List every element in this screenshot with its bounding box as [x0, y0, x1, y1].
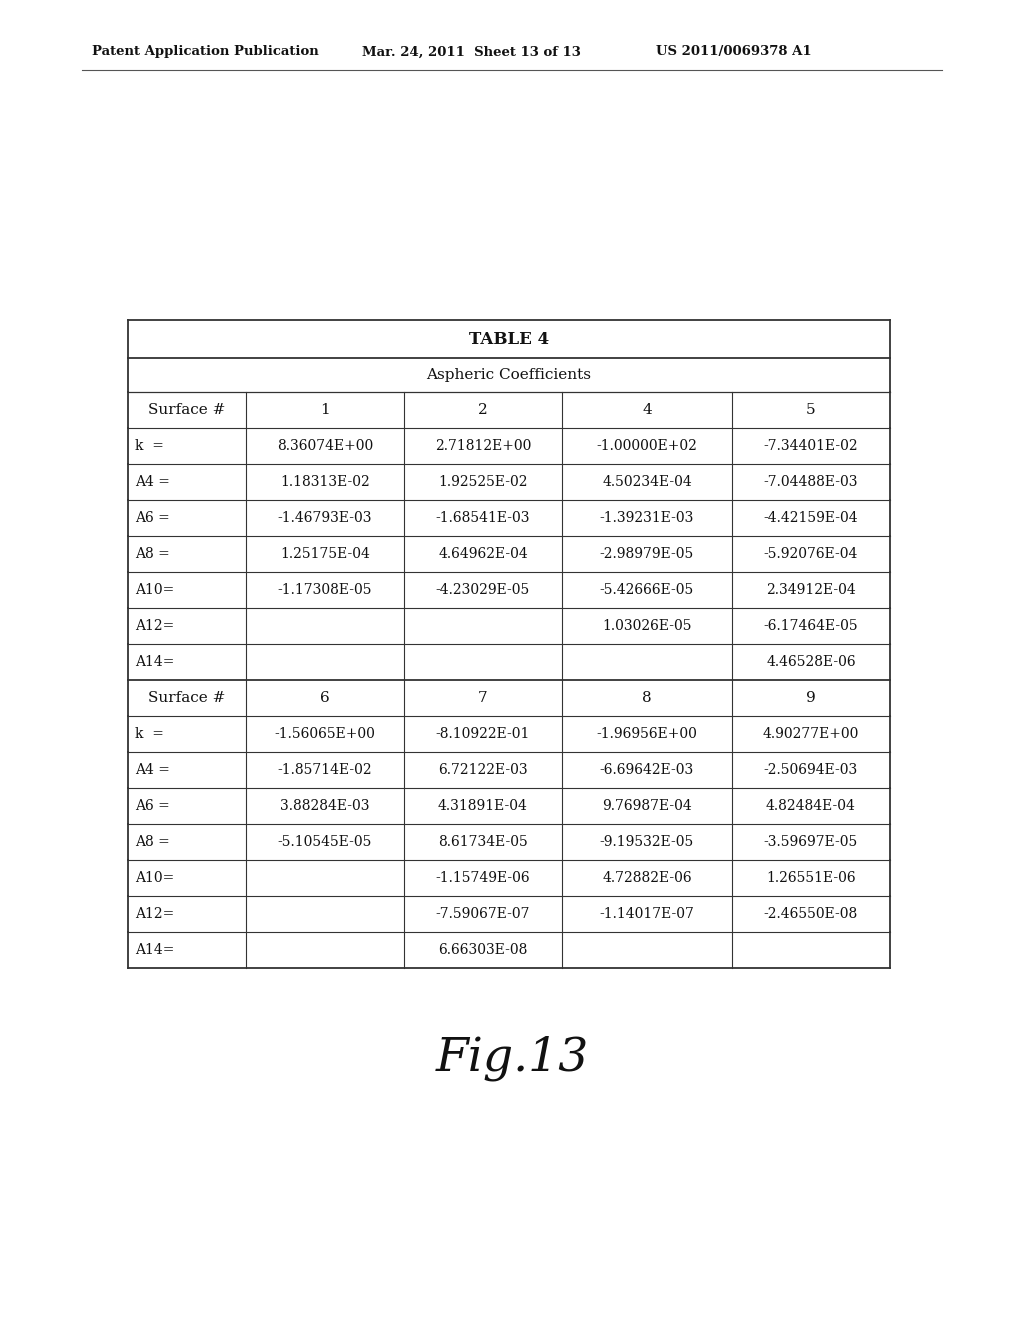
Text: 4: 4 — [642, 403, 652, 417]
Text: TABLE 4: TABLE 4 — [469, 330, 549, 347]
Text: A12=: A12= — [135, 619, 174, 634]
Text: -2.46550E-08: -2.46550E-08 — [764, 907, 858, 921]
Text: -1.56065E+00: -1.56065E+00 — [274, 727, 376, 741]
Text: -1.15749E-06: -1.15749E-06 — [435, 871, 530, 884]
Text: -2.50694E-03: -2.50694E-03 — [764, 763, 858, 777]
Text: -2.98979E-05: -2.98979E-05 — [600, 546, 694, 561]
Text: -1.68541E-03: -1.68541E-03 — [436, 511, 530, 525]
Text: 4.50234E-04: 4.50234E-04 — [602, 475, 692, 488]
Text: 4.90277E+00: 4.90277E+00 — [763, 727, 859, 741]
Text: US 2011/0069378 A1: US 2011/0069378 A1 — [656, 45, 812, 58]
Text: A14=: A14= — [135, 655, 174, 669]
Text: -7.59067E-07: -7.59067E-07 — [436, 907, 530, 921]
Text: k  =: k = — [135, 727, 164, 741]
Text: -1.46793E-03: -1.46793E-03 — [278, 511, 373, 525]
Text: A8 =: A8 = — [135, 836, 170, 849]
Text: A4 =: A4 = — [135, 475, 170, 488]
Text: 8.61734E-05: 8.61734E-05 — [438, 836, 528, 849]
Text: 3.88284E-03: 3.88284E-03 — [281, 799, 370, 813]
Text: 4.82484E-04: 4.82484E-04 — [766, 799, 856, 813]
Text: 4.64962E-04: 4.64962E-04 — [438, 546, 528, 561]
Text: 7: 7 — [478, 690, 487, 705]
Text: 8.36074E+00: 8.36074E+00 — [276, 440, 373, 453]
Text: 9: 9 — [806, 690, 816, 705]
Text: A8 =: A8 = — [135, 546, 170, 561]
Text: 8: 8 — [642, 690, 652, 705]
Text: -5.42666E-05: -5.42666E-05 — [600, 583, 694, 597]
Text: -4.42159E-04: -4.42159E-04 — [764, 511, 858, 525]
Text: A14=: A14= — [135, 942, 174, 957]
Text: -4.23029E-05: -4.23029E-05 — [436, 583, 530, 597]
Text: 5: 5 — [806, 403, 816, 417]
Text: -9.19532E-05: -9.19532E-05 — [600, 836, 694, 849]
Text: -1.14017E-07: -1.14017E-07 — [600, 907, 694, 921]
Text: 6.66303E-08: 6.66303E-08 — [438, 942, 527, 957]
Text: Surface #: Surface # — [148, 403, 225, 417]
Text: -1.96956E+00: -1.96956E+00 — [597, 727, 697, 741]
Text: A10=: A10= — [135, 583, 174, 597]
Text: 1: 1 — [321, 403, 330, 417]
Text: A6 =: A6 = — [135, 511, 170, 525]
Text: -3.59697E-05: -3.59697E-05 — [764, 836, 858, 849]
Text: -1.39231E-03: -1.39231E-03 — [600, 511, 694, 525]
Text: -1.00000E+02: -1.00000E+02 — [597, 440, 697, 453]
Text: Patent Application Publication: Patent Application Publication — [92, 45, 318, 58]
Text: 4.46528E-06: 4.46528E-06 — [766, 655, 856, 669]
Text: -1.17308E-05: -1.17308E-05 — [278, 583, 373, 597]
Text: A6 =: A6 = — [135, 799, 170, 813]
Text: -7.04488E-03: -7.04488E-03 — [764, 475, 858, 488]
Text: 6: 6 — [321, 690, 330, 705]
Text: 2: 2 — [478, 403, 487, 417]
Text: 1.18313E-02: 1.18313E-02 — [281, 475, 370, 488]
Text: 1.26551E-06: 1.26551E-06 — [766, 871, 856, 884]
Text: Aspheric Coefficients: Aspheric Coefficients — [427, 368, 592, 381]
Text: 6.72122E-03: 6.72122E-03 — [438, 763, 527, 777]
Text: 4.31891E-04: 4.31891E-04 — [438, 799, 528, 813]
Text: A4 =: A4 = — [135, 763, 170, 777]
Text: -7.34401E-02: -7.34401E-02 — [764, 440, 858, 453]
Text: -5.92076E-04: -5.92076E-04 — [764, 546, 858, 561]
Text: Fig.13: Fig.13 — [435, 1035, 589, 1081]
Text: 1.03026E-05: 1.03026E-05 — [602, 619, 692, 634]
Text: -8.10922E-01: -8.10922E-01 — [436, 727, 530, 741]
Text: k  =: k = — [135, 440, 164, 453]
Text: A10=: A10= — [135, 871, 174, 884]
Text: 1.25175E-04: 1.25175E-04 — [280, 546, 370, 561]
Text: Mar. 24, 2011  Sheet 13 of 13: Mar. 24, 2011 Sheet 13 of 13 — [362, 45, 581, 58]
Text: Surface #: Surface # — [148, 690, 225, 705]
Text: 2.71812E+00: 2.71812E+00 — [435, 440, 531, 453]
Text: -1.85714E-02: -1.85714E-02 — [278, 763, 373, 777]
Text: -5.10545E-05: -5.10545E-05 — [278, 836, 372, 849]
Text: 9.76987E-04: 9.76987E-04 — [602, 799, 692, 813]
Text: 4.72882E-06: 4.72882E-06 — [602, 871, 692, 884]
Text: -6.17464E-05: -6.17464E-05 — [764, 619, 858, 634]
Text: 1.92525E-02: 1.92525E-02 — [438, 475, 527, 488]
Text: 2.34912E-04: 2.34912E-04 — [766, 583, 856, 597]
Text: -6.69642E-03: -6.69642E-03 — [600, 763, 694, 777]
Text: A12=: A12= — [135, 907, 174, 921]
